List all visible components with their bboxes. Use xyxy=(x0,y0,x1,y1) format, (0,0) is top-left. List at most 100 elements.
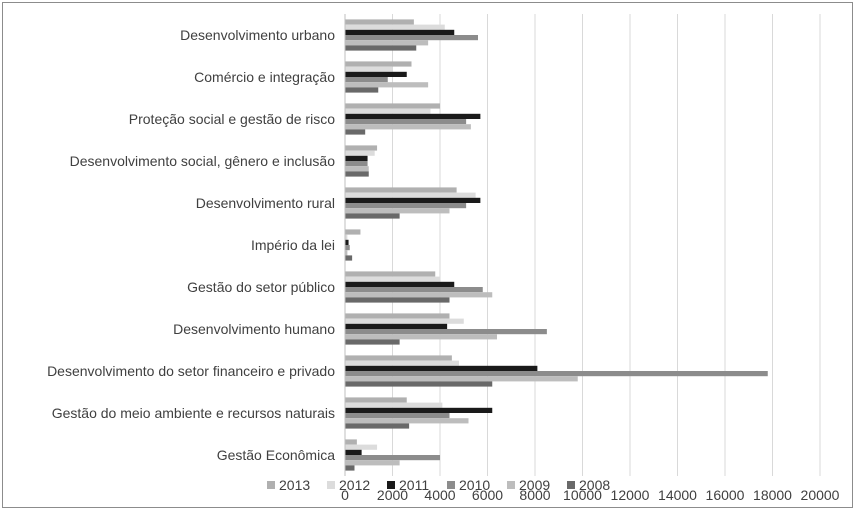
bar xyxy=(345,171,369,177)
bar xyxy=(345,250,348,256)
bar xyxy=(345,161,368,167)
bar xyxy=(345,192,476,198)
bar xyxy=(345,245,350,251)
bar xyxy=(345,281,455,287)
bar xyxy=(345,439,357,445)
bar xyxy=(345,103,440,109)
x-tick-label: 16000 xyxy=(706,487,745,503)
bar xyxy=(345,208,450,214)
legend-swatch xyxy=(447,481,455,489)
legend-label: 2011 xyxy=(399,477,429,493)
x-tick-label: 4000 xyxy=(424,487,455,503)
bar xyxy=(345,229,361,235)
category-label: Desenvolvimento rural xyxy=(196,195,335,211)
bar xyxy=(345,455,440,461)
category-label: Proteção social e gestão de risco xyxy=(129,111,335,127)
bar xyxy=(345,397,407,403)
x-tick-label: 2000 xyxy=(377,487,408,503)
bar xyxy=(345,19,414,25)
bar xyxy=(345,371,768,377)
bar xyxy=(345,124,471,130)
bar xyxy=(345,297,450,303)
bars xyxy=(345,19,768,471)
bar xyxy=(345,292,493,298)
bar xyxy=(345,24,445,30)
legend-label: 2012 xyxy=(339,477,370,493)
bar xyxy=(345,407,493,413)
bar xyxy=(345,365,538,371)
bar xyxy=(345,187,457,193)
x-tick-label: 20000 xyxy=(801,487,840,503)
bar xyxy=(345,423,410,429)
bar xyxy=(345,313,450,319)
bar xyxy=(345,287,483,293)
legend-swatch xyxy=(507,481,515,489)
category-label: Gestão Econômica xyxy=(217,447,335,463)
legend-label: 2008 xyxy=(579,477,610,493)
category-label: Desenvolvimento social, gênero e inclusã… xyxy=(70,153,336,169)
bar xyxy=(345,449,362,455)
x-tick-label: 18000 xyxy=(753,487,792,503)
gridlines xyxy=(392,14,821,476)
bar xyxy=(345,66,393,72)
bar xyxy=(345,166,369,172)
bar xyxy=(345,40,429,46)
bar xyxy=(345,119,467,125)
bar xyxy=(345,35,478,41)
bar xyxy=(345,271,436,277)
bar xyxy=(345,444,378,450)
bar xyxy=(345,360,459,366)
category-label: Gestão do setor público xyxy=(187,279,335,295)
bar xyxy=(345,376,578,382)
bar xyxy=(345,129,366,135)
bar xyxy=(345,203,467,209)
x-tick-label: 14000 xyxy=(658,487,697,503)
bar xyxy=(345,234,348,240)
bar xyxy=(345,82,429,88)
bar xyxy=(345,413,450,419)
x-tick-label: 8000 xyxy=(519,487,550,503)
category-label: Desenvolvimento do setor financeiro e pr… xyxy=(47,363,335,379)
bar xyxy=(345,239,349,245)
bar xyxy=(345,45,417,51)
bar xyxy=(345,276,440,282)
category-label: Comércio e integração xyxy=(194,69,335,85)
bar xyxy=(345,145,378,151)
bar xyxy=(345,108,431,114)
legend-swatch xyxy=(327,481,335,489)
bar xyxy=(345,113,481,119)
x-tick-label: 10000 xyxy=(563,487,602,503)
legend-swatch xyxy=(387,481,395,489)
bar xyxy=(345,329,547,335)
legend-label: 2009 xyxy=(519,477,550,493)
x-tick-label: 6000 xyxy=(472,487,503,503)
bar xyxy=(345,71,407,77)
bar xyxy=(345,77,388,83)
legend-swatch xyxy=(567,481,575,489)
bar xyxy=(345,29,455,35)
bar xyxy=(345,418,469,424)
x-tick-label: 12000 xyxy=(611,487,650,503)
x-tick-label: 0 xyxy=(341,487,349,503)
legend-label: 2013 xyxy=(279,477,310,493)
bar xyxy=(345,323,448,329)
bar xyxy=(345,197,481,203)
bar xyxy=(345,150,375,156)
bar xyxy=(345,339,400,345)
bar xyxy=(345,465,355,471)
bar xyxy=(345,61,412,67)
bar xyxy=(345,381,493,387)
category-label: Império da lei xyxy=(251,237,335,253)
bar-chart: Desenvolvimento urbano Comércio e integra… xyxy=(47,14,840,503)
legend: 2013 2012 2011 2010 2009 2008 xyxy=(267,477,610,493)
category-label: Desenvolvimento humano xyxy=(173,321,335,337)
legend-label: 2010 xyxy=(459,477,490,493)
bar xyxy=(345,334,497,340)
legend-swatch xyxy=(267,481,275,489)
bar xyxy=(345,318,464,324)
bar xyxy=(345,213,400,219)
bar xyxy=(345,155,368,161)
category-label: Gestão do meio ambiente e recursos natur… xyxy=(52,405,335,421)
x-tick-labels: 0 2000 4000 6000 8000 10000 12000 14000 16000 180… xyxy=(341,487,840,503)
